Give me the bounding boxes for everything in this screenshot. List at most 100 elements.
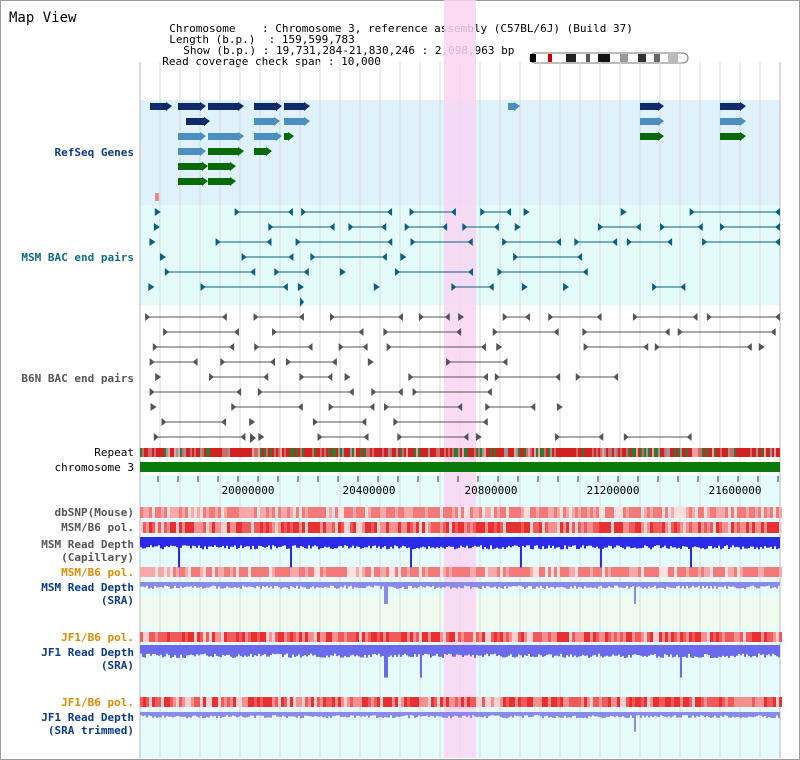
read-depth-bar (198, 582, 200, 588)
read-depth-bar (540, 541, 542, 550)
read-depth-bar (188, 649, 190, 656)
gene-strand-arrow (304, 117, 310, 126)
repeat-block (480, 448, 482, 457)
refseq-gene (254, 118, 274, 125)
read-depth-bar (574, 541, 576, 546)
polymorphism-cell (242, 697, 245, 707)
read-depth-bar (456, 582, 458, 589)
track-label-jf1-b6-pol-2[interactable]: JF1/B6 pol. (61, 696, 134, 709)
repeat-block (302, 448, 304, 457)
polymorphism-cell (647, 567, 650, 577)
read-depth-bar (714, 649, 716, 658)
polymorphism-cell (302, 567, 305, 577)
read-depth-bar (172, 649, 174, 658)
read-depth-bar (354, 649, 356, 657)
repeat-block (276, 448, 278, 457)
track-label-refseq[interactable]: RefSeq Genes (54, 146, 134, 159)
polymorphism-cell (248, 632, 251, 642)
read-depth-bar (516, 649, 518, 657)
polymorphism-cell (719, 522, 722, 533)
polymorphism-cell (602, 567, 605, 577)
polymorphism-cell (296, 522, 299, 533)
track-label-dbsnp[interactable]: dbSNP(Mouse) (54, 506, 134, 519)
read-depth-bar (328, 712, 330, 717)
polymorphism-cell (239, 522, 242, 533)
repeat-block (614, 448, 616, 457)
track-label-jf1-depth-sra[interactable]: JF1 Read Depth (SRA) (41, 646, 134, 672)
polymorphism-cell (452, 567, 455, 577)
polymorphism-cell (416, 697, 419, 707)
read-depth-bar (538, 712, 540, 716)
polymorphism-cell (200, 632, 203, 642)
polymorphism-cell (305, 522, 308, 533)
refseq-gene (150, 103, 166, 110)
read-depth-bar (708, 712, 710, 718)
read-depth-bar (722, 712, 724, 717)
read-depth-bar (208, 712, 210, 718)
read-depth-bar (278, 541, 280, 547)
msm-bac-pair-end (775, 208, 780, 216)
track-label-b6n-bac[interactable]: B6N BAC end pairs (21, 372, 134, 385)
read-depth-bar (708, 582, 710, 589)
repeat-block (488, 448, 490, 457)
polymorphism-cell (392, 697, 395, 707)
read-depth-bar (204, 541, 206, 547)
chromosome-ideogram[interactable] (528, 52, 690, 64)
track-label-msm-depth-sra[interactable]: MSM Read Depth (SRA) (41, 581, 134, 607)
polymorphism-cell (464, 697, 467, 707)
track-label-msm-bac[interactable]: MSM BAC end pairs (21, 251, 134, 264)
polymorphism-cell (329, 697, 332, 707)
repeat-block (230, 448, 232, 457)
track-label-msm-b6-pol-2[interactable]: MSM/B6 pol. (61, 566, 134, 579)
polymorphism-cell (152, 697, 155, 707)
polymorphism-cell (404, 522, 407, 533)
read-depth-bar (336, 541, 338, 549)
read-depth-bar (184, 582, 186, 587)
read-depth-bar (322, 712, 324, 718)
polymorphism-cell (167, 567, 170, 577)
polymorphism-cell (554, 522, 557, 533)
polymorphism-cell (740, 507, 743, 518)
repeat-block (462, 448, 464, 457)
read-depth-bar (352, 582, 354, 589)
polymorphism-cell (569, 507, 572, 518)
polymorphism-cell (716, 632, 719, 642)
read-depth-bar (226, 582, 228, 587)
read-depth-bar (450, 712, 452, 719)
read-depth-bar (210, 582, 212, 587)
track-label-jf1-b6-pol[interactable]: JF1/B6 pol. (61, 631, 134, 644)
read-depth-bar (298, 649, 300, 655)
repeat-block (526, 448, 528, 457)
polymorphism-cell (776, 567, 779, 577)
refseq-gene (178, 178, 202, 185)
polymorphism-cell (740, 697, 743, 707)
read-depth-bar (168, 541, 170, 548)
polymorphism-cell (191, 507, 194, 518)
track-label-jf1-depth-trimmed[interactable]: JF1 Read Depth (SRA trimmed) (41, 711, 134, 737)
read-depth-bar (516, 582, 518, 587)
read-depth-bar (502, 712, 504, 718)
read-depth-bar (548, 712, 550, 718)
read-depth-bar (248, 582, 250, 587)
read-depth-bar (678, 649, 680, 658)
track-label-msm-b6-pol[interactable]: MSM/B6 pol. (61, 521, 134, 534)
read-depth-bar (628, 649, 630, 656)
read-depth-bar (430, 649, 432, 658)
polymorphism-cell (356, 507, 359, 518)
polymorphism-cell (326, 507, 329, 518)
repeat-block (496, 448, 498, 457)
read-depth-bar (338, 541, 340, 547)
repeat-block (612, 448, 614, 457)
read-depth-bar (340, 541, 342, 546)
polymorphism-cell (188, 632, 191, 642)
polymorphism-cell (221, 522, 224, 533)
polymorphism-cell (305, 567, 308, 577)
repeat-block (338, 448, 340, 457)
polymorphism-cell (623, 697, 626, 707)
read-depth-bar (620, 712, 622, 718)
read-depth-bar (592, 541, 594, 548)
track-label-msm-depth-capillary[interactable]: MSM Read Depth (Capillary) (41, 538, 134, 564)
polymorphism-cell (683, 697, 686, 707)
repeat-block (468, 448, 470, 457)
